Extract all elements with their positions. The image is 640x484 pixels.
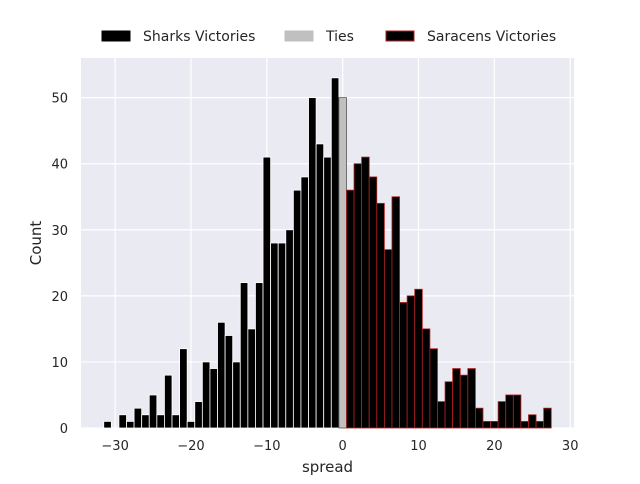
bar-saracens-victories [497,401,507,429]
bar-saracens-victories [353,163,363,429]
y-axis-label: Count [27,221,45,266]
bar-sharks-victories [133,407,143,429]
bar-saracens-victories [368,176,378,429]
bar-sharks-victories [201,361,211,429]
bar-sharks-victories [239,282,249,429]
bar-saracens-victories [512,394,522,429]
bar-saracens-victories [505,394,514,429]
bar-sharks-victories [285,229,294,429]
bar-sharks-victories [270,242,279,429]
bar-sharks-victories [300,176,309,429]
bar-sharks-victories [308,97,317,429]
bar-saracens-victories [399,302,408,429]
bar-sharks-victories [148,394,158,429]
bar-sharks-victories [247,328,256,429]
bar-saracens-victories [376,202,385,429]
x-axis-label: spread [302,458,353,476]
bar-sharks-victories [262,156,272,429]
bar-sharks-victories [330,77,340,429]
bar-sharks-victories [209,368,218,429]
bar-saracens-victories [543,407,552,429]
bar-saracens-victories [520,420,529,429]
bars [103,77,552,429]
legend-label-saracens-victories: Saracens Victories [427,29,556,45]
bar-sharks-victories [292,189,302,429]
bar-saracens-victories [459,374,469,429]
bar-sharks-victories [224,335,234,429]
bar-sharks-victories [217,321,226,429]
bar-saracens-victories [528,414,537,429]
x-axis-ticks: −30 −20 −10 0 10 20 30 [101,439,578,454]
bar-ties [338,97,347,429]
bar-saracens-victories [361,156,370,429]
legend-swatch-ties [284,30,314,42]
bar-sharks-victories [255,282,264,429]
y-tick-label: 30 [51,224,68,239]
bar-sharks-victories [179,348,188,429]
legend-swatch-saracens-victories [385,30,415,42]
bar-sharks-victories [103,420,112,429]
x-tick-label: 20 [486,439,503,454]
x-tick-label: 0 [339,439,347,454]
y-axis-ticks: 0 10 20 30 40 50 [51,92,68,437]
bar-saracens-victories [414,288,423,429]
bar-sharks-victories [164,374,173,429]
legend: Sharks Victories Ties Saracens Victories [101,29,556,45]
y-tick-label: 50 [51,92,68,107]
bar-saracens-victories [490,420,499,429]
bar-saracens-victories [406,295,416,429]
y-tick-label: 20 [51,290,68,305]
bar-sharks-victories [126,420,135,429]
x-tick-label: 30 [562,439,579,454]
bar-sharks-victories [315,143,325,429]
bar-saracens-victories [444,381,454,429]
bar-saracens-victories [467,368,476,429]
bar-saracens-victories [452,368,461,429]
x-tick-label: −10 [253,439,280,454]
bar-sharks-victories [194,401,203,429]
bar-sharks-victories [156,414,165,429]
bar-saracens-victories [535,420,545,429]
legend-label-sharks-victories: Sharks Victories [143,29,255,45]
bar-saracens-victories [421,328,431,429]
bar-saracens-victories [437,401,446,429]
bar-saracens-victories [482,420,491,429]
bar-sharks-victories [232,361,241,429]
y-tick-label: 0 [60,422,68,437]
bar-saracens-victories [429,348,438,429]
x-tick-label: 10 [410,439,427,454]
legend-swatch-sharks-victories [101,30,131,42]
bar-sharks-victories [277,242,287,429]
bar-saracens-victories [391,196,400,429]
x-tick-label: −20 [177,439,204,454]
y-tick-label: 40 [51,158,68,173]
legend-label-ties: Ties [325,29,354,45]
bar-sharks-victories [171,414,180,429]
y-tick-label: 10 [51,356,68,371]
bar-saracens-victories [474,407,484,429]
bar-sharks-victories [141,414,150,429]
bar-saracens-victories [383,249,393,429]
x-tick-label: −30 [101,439,128,454]
bar-saracens-victories [346,189,355,429]
bar-sharks-victories [186,420,196,429]
bar-sharks-victories [323,156,332,429]
bar-sharks-victories [118,414,127,429]
